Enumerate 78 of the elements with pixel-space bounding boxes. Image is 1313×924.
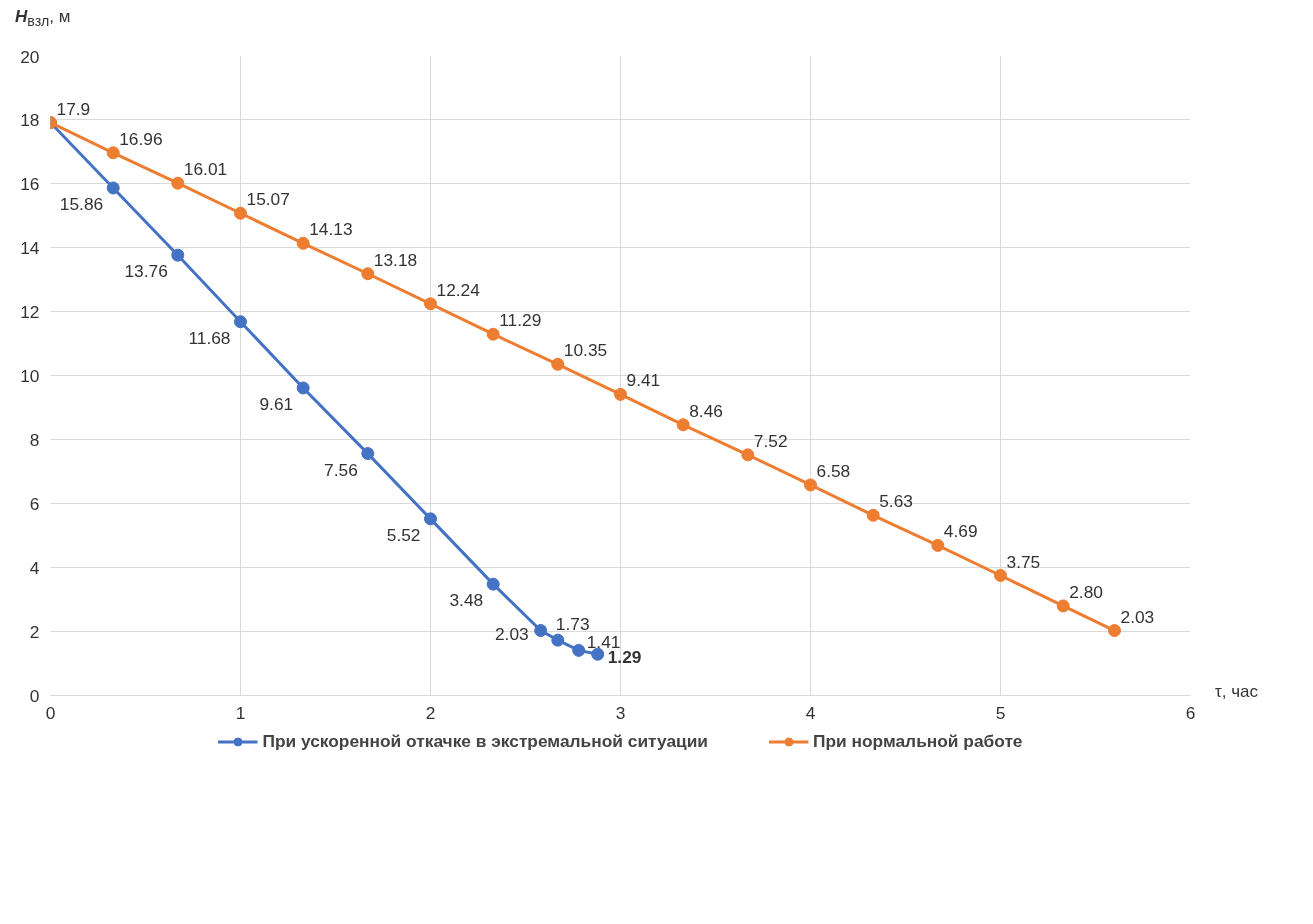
data-label: 10.35	[563, 340, 608, 361]
data-label: 11.68	[188, 327, 231, 348]
x-axis-title: τ, час	[1215, 681, 1258, 703]
point	[171, 176, 185, 190]
y-tick-label: 20	[20, 46, 40, 67]
data-label: 7.56	[324, 459, 358, 480]
x-tick-label: 3	[615, 702, 626, 723]
point	[994, 569, 1007, 582]
x-tick-label: 2	[425, 702, 436, 723]
data-label: 11.29	[499, 310, 542, 331]
y-axis-title: H$_{взл}$, м	[15, 6, 71, 32]
y-tick-label: 8	[29, 429, 40, 450]
data-label: 14.13	[309, 219, 353, 240]
point	[234, 206, 247, 220]
data-label: 2.03	[494, 623, 529, 644]
point	[234, 315, 247, 329]
point	[486, 577, 500, 591]
data-label: 2.80	[1069, 581, 1103, 602]
data-label: 16.96	[119, 128, 163, 149]
point	[361, 447, 375, 461]
point	[866, 508, 880, 522]
point	[614, 387, 627, 401]
point	[486, 327, 500, 341]
data-label: 1.29	[607, 647, 642, 668]
x-tick-label: 6	[1185, 702, 1196, 723]
data-label: 2.03	[1120, 606, 1155, 627]
point	[804, 478, 817, 492]
data-label: 15.07	[246, 189, 290, 210]
data-label: 6.58	[816, 460, 851, 481]
data-label: 4.69	[943, 521, 978, 542]
y-tick-label: 6	[29, 493, 40, 514]
y-tick-label: 2	[29, 621, 40, 642]
data-label: 3.48	[449, 590, 484, 611]
data-label: 16.01	[183, 159, 228, 180]
data-label: 15.86	[59, 193, 104, 214]
point	[551, 357, 565, 371]
data-label: 5.52	[386, 524, 421, 545]
y-tick-label: 14	[20, 237, 40, 258]
point	[1056, 599, 1070, 613]
data-label: 13.18	[373, 249, 418, 270]
point	[572, 643, 586, 657]
y-tick-label: 0	[29, 685, 40, 706]
x-tick-label: 4	[805, 702, 816, 723]
data-label: 1.73	[555, 614, 590, 635]
point	[676, 418, 690, 432]
y-tick-label: 10	[20, 365, 40, 386]
point	[424, 297, 437, 311]
data-label: 7.52	[753, 430, 788, 451]
data-label: 13.76	[124, 261, 168, 282]
y-tick-label: 16	[20, 173, 40, 194]
data-label: 5.63	[879, 491, 913, 512]
x-tick-label: 1	[235, 702, 246, 723]
point	[296, 236, 310, 250]
point	[591, 647, 605, 661]
point	[534, 624, 548, 638]
y-tick-label: 4	[29, 557, 40, 578]
legend-label: При нормальной работе	[812, 730, 1023, 752]
data-label: 9.41	[626, 370, 661, 391]
x-tick-label: 0	[45, 702, 56, 723]
data-label: 3.75	[1006, 551, 1041, 572]
point	[296, 381, 310, 395]
point	[931, 538, 945, 552]
point	[551, 633, 565, 647]
data-label: 12.24	[436, 279, 481, 300]
point	[171, 248, 185, 262]
point	[106, 146, 120, 160]
legend-label: При ускоренной откачке в экстремальной ситуации	[262, 730, 708, 752]
data-label: 17.9	[56, 98, 91, 119]
point	[106, 181, 120, 195]
point	[424, 512, 437, 526]
point	[1108, 624, 1121, 638]
x-tick-label: 5	[995, 702, 1006, 723]
point	[361, 267, 375, 281]
data-label: 9.61	[259, 393, 294, 414]
y-tick-label: 18	[20, 109, 40, 130]
data-label: 8.46	[689, 400, 723, 421]
y-tick-label: 12	[20, 301, 40, 322]
point	[741, 448, 755, 462]
